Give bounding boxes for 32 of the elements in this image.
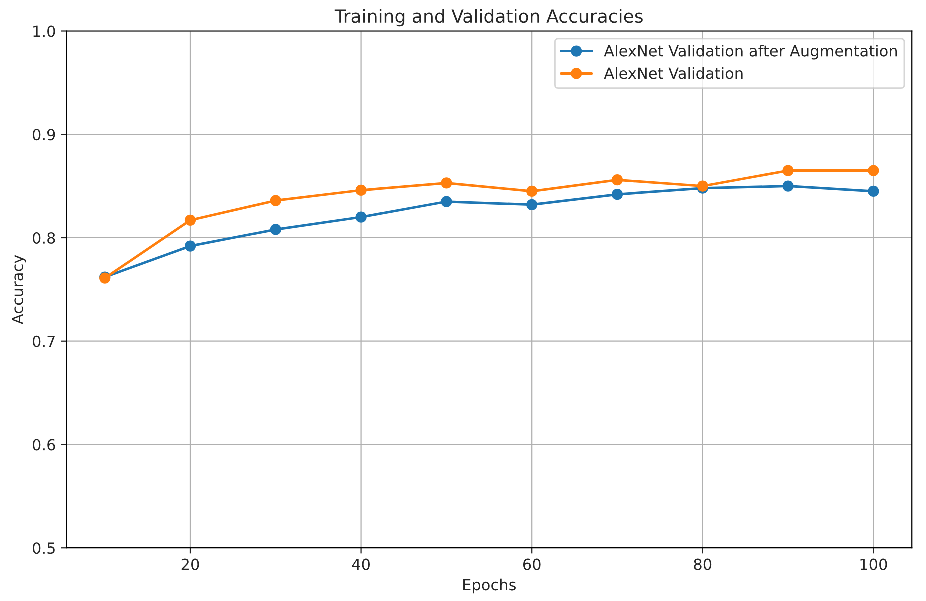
point	[612, 174, 624, 186]
point	[270, 195, 282, 206]
legend-label: AlexNet Validation	[604, 67, 743, 80]
point	[441, 196, 452, 208]
point	[782, 180, 794, 192]
point	[184, 214, 196, 226]
x-tick-label: 20	[182, 558, 200, 570]
point	[612, 189, 624, 200]
y-tick-label: 0.5	[32, 542, 55, 554]
x-tick-label: 60	[523, 558, 541, 570]
y-tick-label: 1.0	[34, 26, 56, 38]
point	[441, 178, 452, 189]
point	[526, 199, 538, 210]
x-tick-label: 80	[694, 558, 712, 570]
chart-title: Training and Validation Accuracies	[334, 9, 643, 27]
point	[526, 186, 538, 198]
x-axis-title: Epochs	[464, 578, 516, 594]
point	[868, 186, 880, 198]
y-tick-label: 0.8	[32, 232, 56, 244]
point	[270, 224, 282, 236]
point	[356, 184, 367, 196]
point	[356, 212, 367, 223]
y-tick-label: 0.7	[32, 336, 55, 348]
y-tick-label: 0.9	[32, 129, 56, 141]
point	[868, 165, 880, 176]
point	[782, 165, 794, 176]
x-tick-label: 40	[352, 558, 370, 570]
y-axis-title: Accuracy	[12, 255, 26, 324]
point	[184, 240, 196, 252]
x-tick-label: 100	[860, 558, 888, 570]
legend-label: AlexNet Validation after Augmentation	[604, 45, 898, 60]
y-tick-label: 0.6	[32, 439, 56, 451]
